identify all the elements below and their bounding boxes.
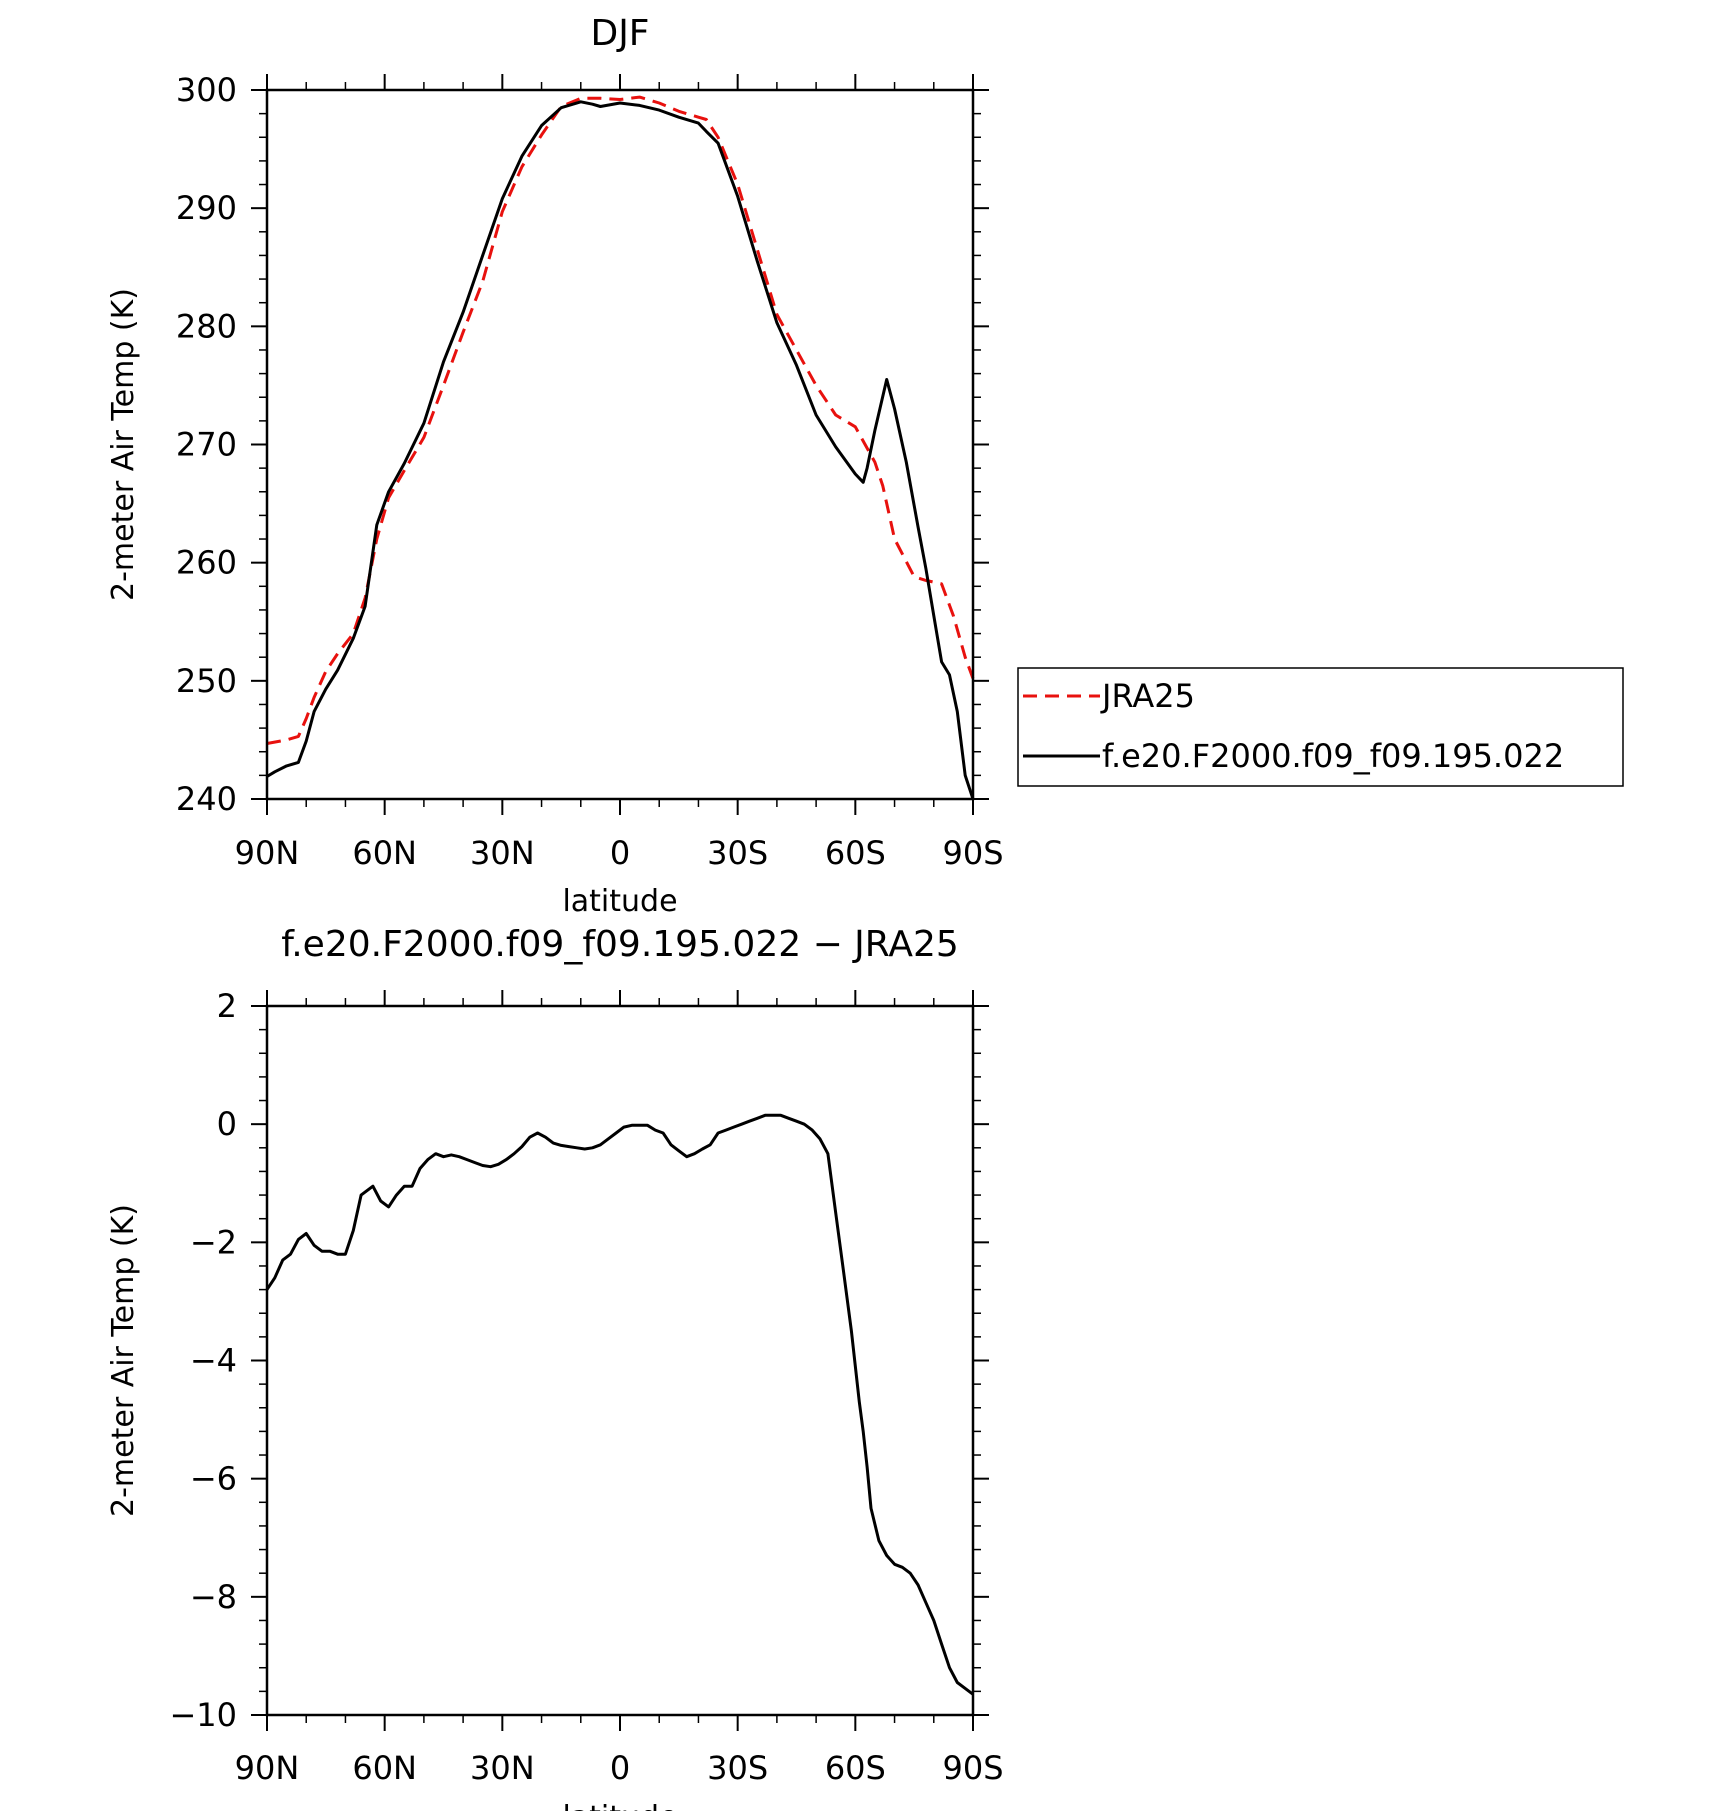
x-tick-label: 30N: [470, 834, 535, 872]
plot-frame-bottom: [265, 1004, 975, 1717]
x-tick-label: 90N: [235, 1749, 300, 1787]
series-line-jra25: [266, 95, 975, 745]
series-layer-top: [266, 95, 975, 800]
x-tick-label: 30S: [707, 834, 768, 872]
chart-panel-bottom: f.e20.F2000.f09_f09.195.022 − JRA25 lati…: [106, 924, 1004, 1811]
y-tick-label: 0: [217, 1105, 237, 1143]
x-tick-label: 30N: [470, 1749, 535, 1787]
series-line-f-e20-f2000-f09-f09-195-022: [266, 100, 975, 800]
x-tick-label: 60S: [825, 1749, 886, 1787]
y-tick-label: −2: [190, 1223, 237, 1261]
x-tick-label: 60N: [352, 834, 417, 872]
x-tick-label: 90S: [942, 834, 1003, 872]
chart-title-top: DJF: [590, 13, 649, 54]
y-tick-label: 2: [217, 987, 237, 1025]
x-tick-label: 90N: [235, 834, 300, 872]
y-tick-label: −10: [169, 1696, 237, 1734]
x-tick-label: 90S: [942, 1749, 1003, 1787]
y-tick-label: −6: [190, 1460, 237, 1498]
y-axis-label-top: 2-meter Air Temp (K): [106, 288, 141, 601]
chart-panel-top: DJF latitude 2-meter Air Temp (K) 90N 60N…: [106, 13, 1004, 919]
x-axis-label-top: latitude: [562, 884, 677, 919]
y-tick-label: 270: [176, 426, 237, 464]
ticks-bottom: 90N 60N 30N 0 30S 60S 90S −10 −8 −6 −4 −2 0 2: [169, 987, 1003, 1787]
x-tick-label: 30S: [707, 1749, 768, 1787]
legend-label-jra25: JRA25: [1100, 677, 1195, 715]
x-tick-label: 0: [610, 1749, 630, 1787]
y-tick-label: −8: [190, 1578, 237, 1616]
plot-frame-top: [265, 88, 975, 801]
y-axis-label-bottom: 2-meter Air Temp (K): [106, 1204, 141, 1517]
legend-box: [1017, 667, 1624, 787]
x-tick-label: 60S: [825, 834, 886, 872]
legend: JRA25 f.e20.F2000.f09_f09.195.022: [1017, 667, 1624, 787]
y-tick-label: 280: [176, 307, 237, 345]
x-axis-label-bottom: latitude: [562, 1800, 677, 1811]
chart-title-bottom: f.e20.F2000.f09_f09.195.022 − JRA25: [281, 924, 959, 965]
y-tick-label: 260: [176, 544, 237, 582]
legend-label-model: f.e20.F2000.f09_f09.195.022: [1102, 737, 1564, 775]
y-tick-label: −4: [190, 1342, 237, 1380]
series-line-difference: [265, 1113, 974, 1696]
series-layer-bottom: [265, 1113, 974, 1696]
y-tick-label: 290: [176, 189, 237, 227]
x-tick-label: 60N: [352, 1749, 417, 1787]
y-tick-label: 250: [176, 662, 237, 700]
ticks-top: 90N 60N 30N 0 30S 60S 90S 240 250 260 270 280 290 300: [176, 71, 1004, 872]
y-tick-label: 300: [176, 71, 237, 109]
x-tick-label: 0: [610, 834, 630, 872]
y-tick-label: 240: [176, 780, 237, 818]
